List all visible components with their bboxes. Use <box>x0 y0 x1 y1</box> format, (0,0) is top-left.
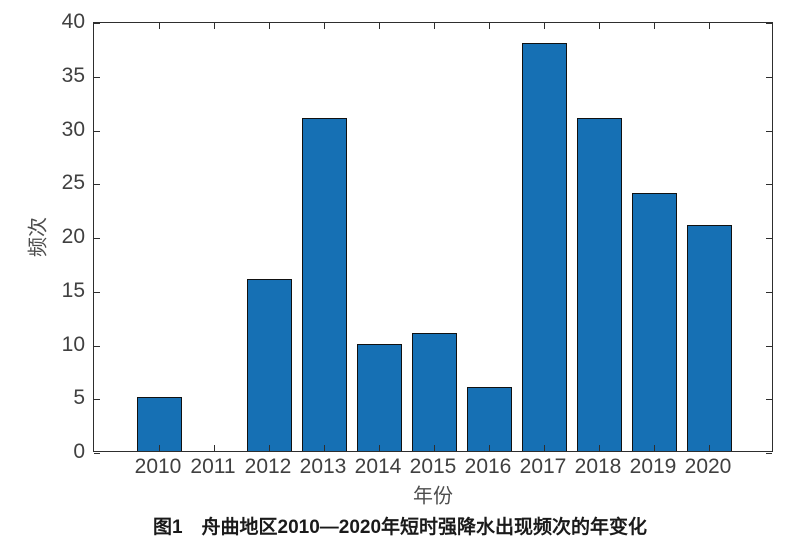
y-tick-label-30: 30 <box>61 117 85 141</box>
x-tick-label-2017: 2017 <box>519 455 567 478</box>
bar-2019 <box>631 193 677 451</box>
x-tick-label-2011: 2011 <box>190 455 236 478</box>
bar-2016 <box>466 386 512 451</box>
y-tick-right-0 <box>766 453 772 454</box>
x-axis-label: 年份 <box>413 485 453 508</box>
figure-caption: 图1 舟曲地区2010—2020年短时强降水出现频次的年变化 <box>152 517 648 538</box>
x-tick-bottom-2017 <box>544 445 545 451</box>
x-tick-label-2019: 2019 <box>629 455 677 478</box>
x-tick-bottom-2014 <box>379 445 380 451</box>
x-tick-label-2010: 2010 <box>134 455 182 478</box>
bar-2013 <box>301 117 347 451</box>
x-tick-bottom-2020 <box>709 445 710 451</box>
y-tick-left-10 <box>94 345 100 347</box>
x-tick-label-2014: 2014 <box>354 455 402 478</box>
y-tick-right-15 <box>766 291 772 293</box>
y-tick-left-0 <box>94 453 100 454</box>
x-tick-top-2016 <box>489 23 490 29</box>
y-tick-right-30 <box>766 130 772 132</box>
x-tick-bottom-2013 <box>324 445 325 451</box>
y-tick-left-15 <box>94 291 100 293</box>
bar-2017 <box>521 42 567 451</box>
x-tick-top-2015 <box>434 23 435 29</box>
y-tick-left-20 <box>94 238 100 239</box>
x-tick-bottom-2015 <box>434 445 435 451</box>
y-tick-left-35 <box>94 76 100 78</box>
bar-2020 <box>686 225 732 451</box>
x-tick-top-2019 <box>654 23 655 29</box>
y-tick-label-25: 25 <box>61 171 85 195</box>
x-tick-top-2010 <box>159 23 160 29</box>
x-tick-bottom-2010 <box>159 445 160 451</box>
x-tick-label-2015: 2015 <box>409 455 457 478</box>
x-tick-label-2018: 2018 <box>574 455 622 478</box>
x-tick-labels: 2010 2011 2012 2013 2014 2015 2016 2017 2018 2019… <box>93 455 773 481</box>
bar-2015 <box>411 332 457 451</box>
y-tick-left-25 <box>94 184 100 186</box>
bar-2012 <box>246 279 292 451</box>
y-tick-right-40 <box>766 23 772 24</box>
x-tick-label-2013: 2013 <box>299 455 347 478</box>
x-tick-label-2020: 2020 <box>684 455 732 478</box>
x-tick-top-2017 <box>544 23 545 29</box>
y-tick-label-15: 15 <box>61 278 85 302</box>
bar-2018 <box>576 117 622 451</box>
x-tick-top-2013 <box>324 23 325 29</box>
x-tick-top-2011 <box>214 23 215 29</box>
y-tick-label-35: 35 <box>61 63 85 87</box>
x-tick-top-2014 <box>379 23 380 29</box>
x-tick-top-2012 <box>269 23 270 29</box>
y-tick-label-20: 20 <box>61 225 85 248</box>
x-tick-bottom-2016 <box>489 445 490 451</box>
x-tick-top-2020 <box>709 23 710 29</box>
bar-2014 <box>356 343 402 451</box>
y-tick-right-5 <box>766 399 772 401</box>
y-tick-label-5: 5 <box>73 386 85 410</box>
y-tick-label-0: 0 <box>73 440 85 463</box>
y-tick-left-30 <box>94 130 100 132</box>
y-tick-label-40: 40 <box>61 10 85 33</box>
y-tick-labels: 0 5 10 15 20 25 30 35 40 <box>0 11 85 463</box>
x-tick-top-2018 <box>599 23 600 29</box>
x-tick-bottom-2018 <box>599 445 600 451</box>
bar-2010 <box>136 397 182 451</box>
x-tick-bottom-2019 <box>654 445 655 451</box>
y-tick-right-35 <box>766 76 772 78</box>
y-tick-label-10: 10 <box>61 332 85 356</box>
y-tick-right-20 <box>766 238 772 239</box>
plot-area <box>93 22 773 454</box>
y-tick-left-40 <box>94 23 100 24</box>
y-tick-right-25 <box>766 184 772 186</box>
y-tick-left-5 <box>94 399 100 401</box>
y-tick-right-10 <box>766 345 772 347</box>
x-tick-label-2012: 2012 <box>244 455 292 478</box>
x-tick-label-2016: 2016 <box>464 455 512 478</box>
x-tick-bottom-2011 <box>214 445 215 451</box>
x-tick-bottom-2012 <box>269 445 270 451</box>
